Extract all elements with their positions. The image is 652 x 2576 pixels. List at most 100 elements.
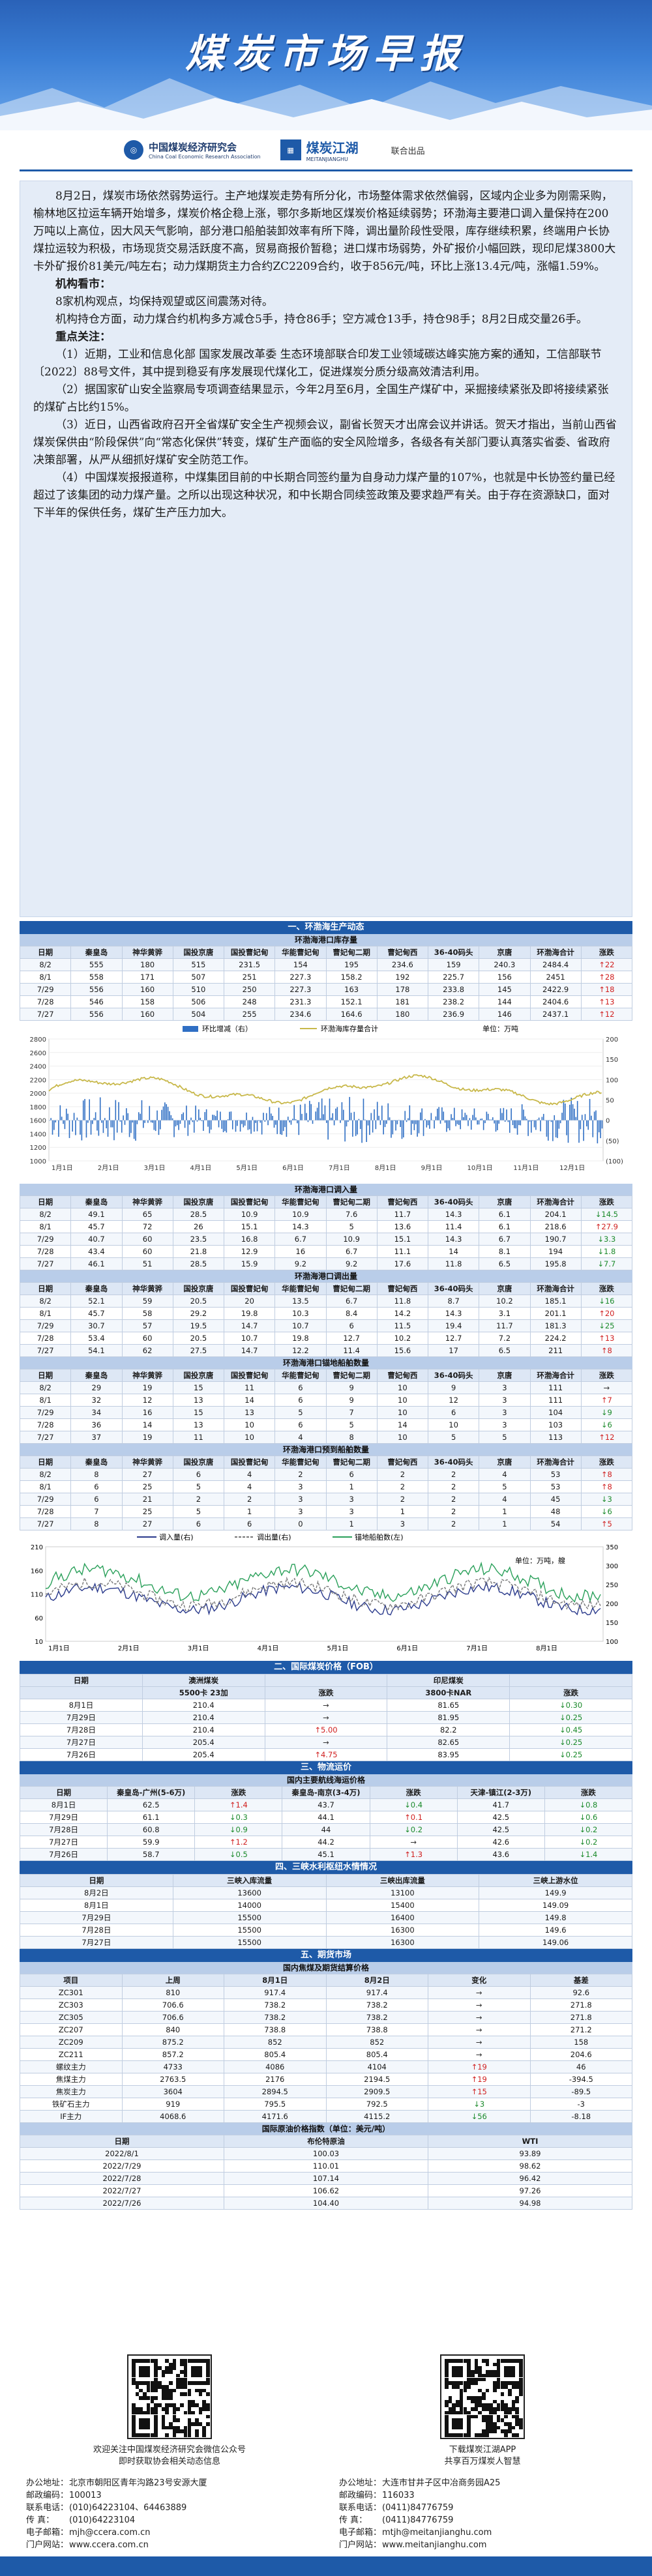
column-header: 环渤海合计 <box>529 946 582 959</box>
change-bar <box>205 1109 207 1120</box>
table-cell: 10 <box>427 1418 480 1431</box>
change-bar <box>186 1105 187 1120</box>
table-cell: 45 <box>529 1493 582 1506</box>
meitanjianghu-app-qr-icon[interactable] <box>440 2354 525 2439</box>
change-bar <box>461 1109 463 1120</box>
change-bar <box>584 1114 586 1120</box>
change-bar <box>153 1120 155 1130</box>
table-cell: 3 <box>479 1418 531 1431</box>
table-cell: 10.7 <box>223 1332 276 1345</box>
table-cell: → <box>428 1998 531 2012</box>
footer-right: 下载煤炭江湖APP 共享百万煤炭人智慧 办公地址：大连市甘井子区中冶商务园A25… <box>333 2347 632 2576</box>
change-bar <box>209 1120 211 1134</box>
table-cell: ↓3.3 <box>580 1233 633 1246</box>
change-bar <box>316 1107 318 1120</box>
column-header: 曹妃甸西 <box>376 1369 429 1382</box>
table-row: 2022/8/1 100.03 93.89 <box>20 2147 632 2160</box>
table-row: 铁矿石主力 919 795.5 792.5 ↓3 -3 <box>20 2098 632 2111</box>
table-header-row: 日期 秦皇岛-广州(5-6万) 涨跌 秦皇岛-南京(3-4万) 涨跌 天津-镇江(2-3万… <box>19 1786 633 1799</box>
change-bar <box>486 1111 488 1120</box>
table-cell: 8.4 <box>325 1307 378 1320</box>
table-cell: ↑13 <box>580 1332 633 1345</box>
meitanjianghu-contact-info: 办公地址：大连市甘井子区中冶商务园A25 邮政编码：116033 联系电话：(041… <box>339 2477 500 2551</box>
table-row: 2022/7/26 104.40 94.98 <box>20 2197 632 2210</box>
table-cell: ↑12 <box>580 1008 633 1021</box>
table-cell: ZC207 <box>20 2023 123 2036</box>
table-row: 8/2 8 27 6 4 2 6 2 2 4 53 ↑8 <box>19 1468 633 1481</box>
table-cell: 7/28 <box>19 1418 72 1431</box>
change-bar <box>280 1120 281 1135</box>
table-cell: ↑7 <box>580 1394 633 1407</box>
table-cell: 7月28日 <box>20 1723 143 1736</box>
table-cell: → <box>580 1381 633 1394</box>
y2-tick-label: 0 <box>606 1118 610 1125</box>
change-bar <box>586 1120 587 1127</box>
change-bar <box>406 1120 408 1122</box>
report-title: 煤炭市场早报 <box>185 31 467 77</box>
flow-chart: 210 160 110 60 10 350 300 250 200 150 100 1月1日 2月1日 3… <box>20 1530 632 1661</box>
y-tick-label: 2600 <box>30 1050 46 1057</box>
table-cell: 4 <box>479 1468 531 1481</box>
table-row: 焦炭主力 3604 2894.5 2909.5 ↑15 -89.5 <box>20 2085 632 2098</box>
table-cell: 15 <box>172 1381 225 1394</box>
table-cell: 706.6 <box>121 1998 224 2012</box>
change-bar <box>102 1120 104 1134</box>
table-cell: 60 <box>121 1332 173 1345</box>
change-bar <box>523 1109 524 1120</box>
column-header: 36-40码头 <box>427 1195 480 1208</box>
change-bar <box>76 1117 78 1120</box>
freight-table: 日期 秦皇岛-广州(5-6万) 涨跌 秦皇岛-南京(3-4万) 涨跌 天津-镇江(2-3万… <box>19 1786 633 1861</box>
table-cell: 4086 <box>224 2060 327 2073</box>
change-bar <box>563 1100 565 1120</box>
x-tick-label: 8月1日 <box>375 1164 396 1172</box>
table-cell: 192 <box>376 971 429 984</box>
ccera-wechat-qr-icon[interactable] <box>127 2354 212 2439</box>
table-cell: 8/1 <box>19 1220 72 1233</box>
table-cell: 27 <box>121 1468 173 1481</box>
y2-tick-label: 200 <box>606 1036 618 1044</box>
table-cell: ↑22 <box>580 958 633 971</box>
table-cell: 1 <box>376 1505 429 1518</box>
table-cell: 9.2 <box>274 1257 327 1270</box>
change-bar <box>557 1120 558 1138</box>
table-cell: 10.9 <box>223 1208 276 1221</box>
change-bar <box>569 1104 570 1120</box>
focus-item-1: （1）近期，工业和信息化部 国家发展改革委 生态环境部联合印发工业领域碳达峰实施… <box>33 348 602 379</box>
table-row: 7/27 46.1 51 28.5 15.9 9.2 9.2 17.6 11.8 6.5 195.8… <box>19 1257 633 1270</box>
change-bar <box>353 1111 355 1120</box>
table-cell: 4115.2 <box>325 2110 428 2123</box>
change-bar <box>256 1120 258 1132</box>
table-cell: → <box>428 2023 531 2036</box>
table-cell: 195.8 <box>529 1257 582 1270</box>
change-bar <box>581 1115 583 1120</box>
institution-position: 机构持仓方面，动力煤合约机构多方减仓5手，持仓86手；空方减仓13手，持仓98手… <box>55 313 587 326</box>
ccera-english-name: China Coal Economic Research Association <box>149 154 261 160</box>
table-cell: 231.5 <box>223 958 276 971</box>
table-cell: 7月29日 <box>20 1911 173 1924</box>
table-cell: 6.7 <box>325 1245 378 1258</box>
table-cell: 42.5 <box>456 1811 545 1824</box>
table-cell: ↓1.8 <box>580 1245 633 1258</box>
column-header: 涨跌 <box>580 1456 633 1469</box>
table-cell: 46.1 <box>70 1257 123 1270</box>
table-cell: 7/27 <box>19 1431 72 1444</box>
change-bar <box>449 1120 451 1131</box>
table-cell: 181.3 <box>529 1319 582 1332</box>
inflow-table: 日期 秦皇岛 神华黄骅 国投京唐 国投曹妃甸 华能曹妃甸 曹妃甸二期 曹妃甸西 36-40码头京… <box>19 1195 633 1270</box>
table-cell: 58 <box>121 1307 173 1320</box>
table-cell: 43.6 <box>456 1848 545 1861</box>
change-bar <box>524 1116 526 1120</box>
table-cell: 738.2 <box>224 2011 327 2024</box>
change-bar <box>78 1120 80 1121</box>
change-bar <box>158 1120 160 1135</box>
table-cell: 227.3 <box>274 971 327 984</box>
change-bar <box>391 1120 392 1138</box>
x-tick-label: 5月1日 <box>236 1164 258 1172</box>
change-bar <box>564 1104 566 1120</box>
change-bar <box>340 1120 341 1123</box>
change-bar <box>166 1104 168 1120</box>
table-row: 8月1日 62.5 ↑1.4 43.7 ↓0.4 41.7 ↓0.8 <box>19 1798 633 1811</box>
table-cell: 11.8 <box>376 1295 429 1308</box>
change-bar <box>282 1120 284 1132</box>
y2-tick-label: (100) <box>606 1158 623 1165</box>
